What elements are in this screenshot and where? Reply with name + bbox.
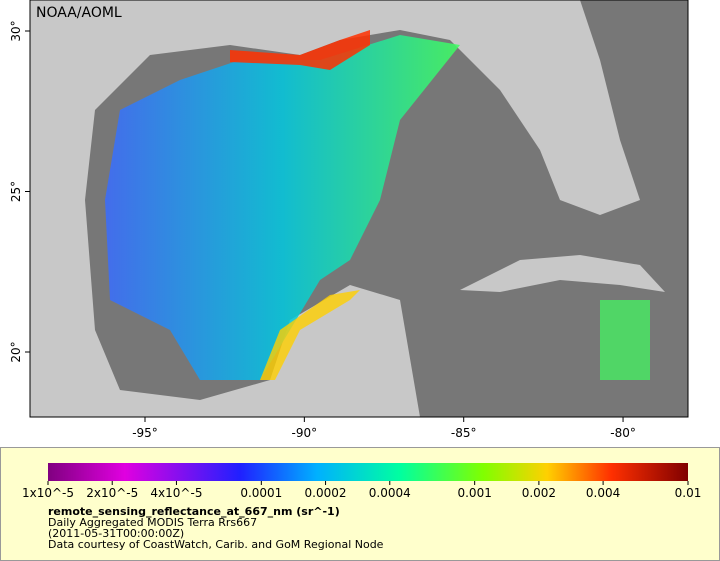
colorbar-tick-label: 1x10^-5 xyxy=(22,486,74,500)
axes: -95° -90° -85° -80° 30° 25° 20° xyxy=(9,20,636,440)
caption-title: remote_sensing_reflectance_at_667_nm (sr… xyxy=(48,505,340,518)
cuba xyxy=(460,255,665,292)
coastal-high xyxy=(230,30,370,70)
chlorophyll-patch xyxy=(105,35,460,380)
colorbar-tick-label: 0.0002 xyxy=(305,486,347,500)
y-tick-label: 30° xyxy=(9,20,23,41)
map xyxy=(30,0,688,417)
yucatan-high xyxy=(260,290,360,380)
x-tick-label: -95° xyxy=(132,426,158,440)
map-frame xyxy=(29,0,689,418)
x-tick-label: -90° xyxy=(292,426,318,440)
colorbar-tick-label: 0.0004 xyxy=(369,486,411,500)
x-tick-label: -80° xyxy=(610,426,636,440)
colorbar-ticks: 1x10^-5 2x10^-5 4x10^-5 0.0001 0.0002 0.0004 0… xyxy=(22,481,701,500)
colorbar xyxy=(48,463,688,481)
y-tick-label: 25° xyxy=(9,181,23,202)
x-tick-label: -85° xyxy=(451,426,477,440)
colorbar-tick-label: 0.002 xyxy=(522,486,556,500)
colorbar-tick-label: 4x10^-5 xyxy=(150,486,202,500)
colorbar-tick-label: 0.0001 xyxy=(240,486,282,500)
caption-line: (2011-05-31T00:00:00Z) xyxy=(48,527,184,540)
caption-line: Daily Aggregated MODIS Terra Rrs667 xyxy=(48,516,257,529)
colorbar-tick-label: 2x10^-5 xyxy=(86,486,138,500)
caption-line: Data courtesy of CoastWatch, Carib. and … xyxy=(48,538,384,551)
colorbar-tick-label: 0.001 xyxy=(457,486,491,500)
colorbar-tick-label: 0.01 xyxy=(675,486,702,500)
caribbean-patch xyxy=(600,300,650,380)
y-tick-label: 20° xyxy=(9,341,23,362)
colorbar-tick-label: 0.004 xyxy=(586,486,620,500)
credit: NOAA/AOML xyxy=(36,5,122,21)
